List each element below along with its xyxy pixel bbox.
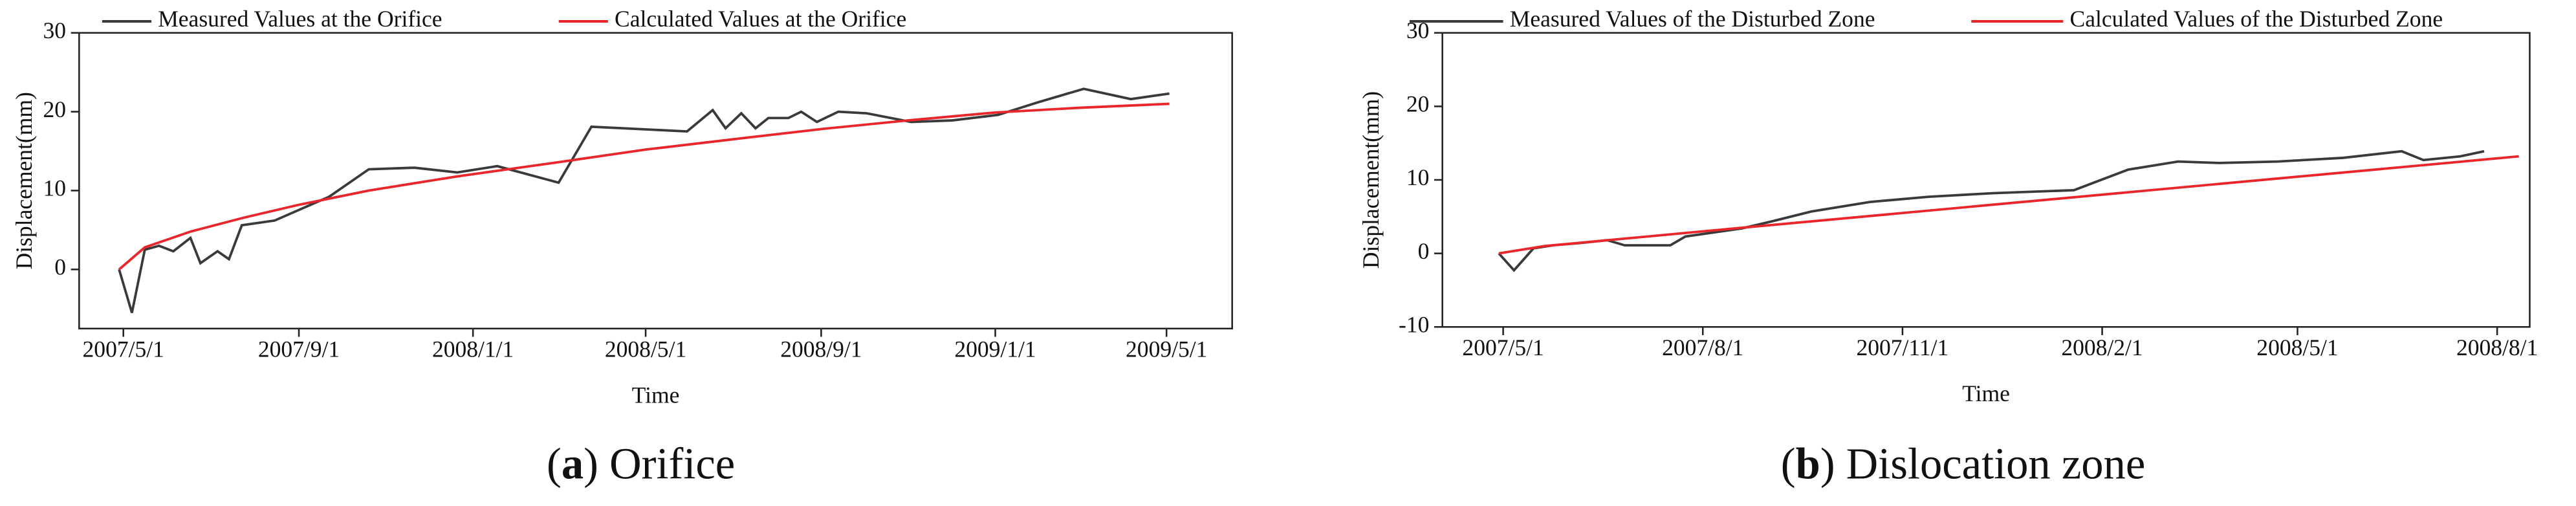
data-line [118,87,1170,313]
x-tick-label: 2008/2/1 [2061,335,2143,360]
y-tick-label: 30 [43,17,66,43]
data-line [1498,155,2519,255]
caption-part: ) Orifice [584,439,735,488]
legend-label: Calculated Values at the Orifice [615,6,906,32]
y-tick-label: 10 [43,175,66,201]
caption-part: a [562,439,584,488]
x-tick-label: 2007/11/1 [1856,335,1948,360]
caption-part: ( [547,439,562,488]
legend-label: Measured Values at the Orifice [158,6,442,32]
x-tick-label: 2009/5/1 [1126,336,1207,362]
x-tick-label: 2007/9/1 [258,336,340,362]
x-tick-label: 2009/1/1 [954,336,1036,362]
data-line [1498,149,2485,272]
x-tick-label: 2008/5/1 [2256,335,2338,360]
y-tick-label: 10 [1406,164,1430,190]
data-line [118,102,1170,270]
plot-frame [78,32,1233,330]
x-tick-label: 2007/5/1 [83,336,164,362]
plot-frame [1441,32,2531,328]
y-tick-label: 0 [54,254,66,280]
x-tick-label: 2007/8/1 [1662,335,1743,360]
x-tick-label: 2007/5/1 [1462,335,1544,360]
caption-part: ( [1781,439,1796,488]
y-tick-label: -10 [1399,311,1429,337]
y-axis-title: Displacement(mm) [11,92,37,269]
caption-part: b [1796,439,1820,488]
x-tick-label: 2008/5/1 [605,336,686,362]
y-tick-label: 20 [1406,91,1430,117]
caption: (b) Dislocation zone [1781,439,2145,488]
x-tick-label: 2008/8/1 [2456,335,2538,360]
caption-part: ) Dislocation zone [1820,439,2146,488]
legend-label: Measured Values of the Disturbed Zone [1510,6,1875,32]
y-tick-label: 0 [1418,238,1430,264]
legend-label: Calculated Values of the Disturbed Zone [2070,6,2443,32]
caption: (a) Orifice [547,439,735,488]
x-tick-label: 2008/1/1 [432,336,514,362]
x-axis-title: Time [1962,380,2010,406]
x-tick-label: 2008/9/1 [780,336,862,362]
x-axis-title: Time [632,382,680,408]
y-tick-label: 20 [43,96,66,122]
y-axis-title: Displacement(mm) [1358,91,1384,269]
